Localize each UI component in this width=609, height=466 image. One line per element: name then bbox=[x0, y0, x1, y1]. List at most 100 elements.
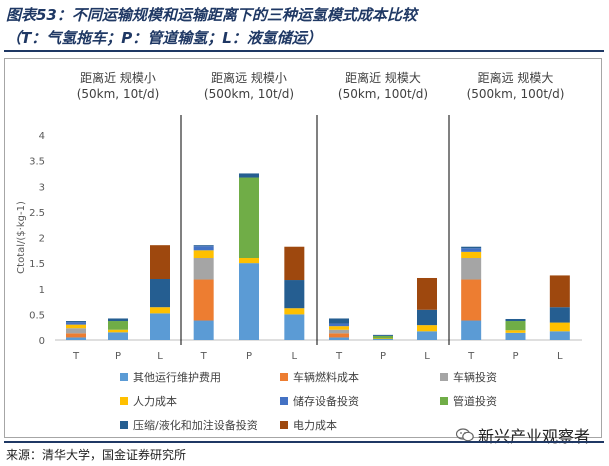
bar-segment bbox=[549, 331, 570, 340]
bar-segment bbox=[150, 245, 170, 280]
bar-segment bbox=[505, 332, 526, 340]
bar-segment bbox=[329, 326, 349, 330]
panel-subtitle: (50km, 100t/d) bbox=[338, 87, 428, 101]
x-tick-label: P bbox=[246, 351, 252, 362]
legend-swatch bbox=[280, 421, 288, 429]
watermark: 新兴产业观察者 bbox=[456, 423, 590, 447]
y-tick-label: 3.5 bbox=[29, 157, 45, 168]
bar-segment bbox=[193, 279, 214, 321]
bar-segment bbox=[373, 335, 393, 339]
legend-label: 储存设备投资 bbox=[293, 394, 359, 408]
bar-segment bbox=[108, 318, 128, 322]
bar-segment bbox=[329, 318, 349, 324]
panel-title: 距离远 规模小 bbox=[211, 70, 287, 85]
bar-segment bbox=[193, 246, 214, 251]
bar-segment bbox=[373, 338, 393, 340]
y-tick-label: 3 bbox=[39, 182, 45, 193]
legend-swatch bbox=[120, 373, 128, 381]
footer-rule bbox=[4, 441, 604, 443]
x-tick-label: P bbox=[380, 351, 386, 362]
bar-segment bbox=[66, 324, 86, 329]
bar-segment bbox=[66, 328, 86, 334]
y-axis-label: Ctotal/($·kg-1) bbox=[16, 201, 27, 274]
legend-label: 压缩/液化和加注设备投资 bbox=[133, 418, 258, 432]
y-tick-label: 4 bbox=[39, 131, 45, 142]
x-tick-label: P bbox=[512, 351, 518, 362]
legend-swatch bbox=[120, 421, 128, 429]
bar-segment bbox=[461, 248, 482, 252]
legend-swatch bbox=[440, 373, 448, 381]
panel-title: 距离近 规模小 bbox=[80, 70, 156, 85]
bar-segment bbox=[549, 322, 570, 332]
bar-segment bbox=[417, 309, 437, 326]
panel-subtitle: (500km, 100t/d) bbox=[467, 87, 565, 101]
bar-segment bbox=[150, 307, 170, 314]
x-tick-label: T bbox=[467, 351, 475, 362]
chart-title: 图表53：不同运输规模和运输距离下的三种运氢模式成本比较 bbox=[6, 6, 417, 24]
bar-segment bbox=[461, 279, 482, 321]
bar-segment bbox=[549, 275, 570, 308]
bar-segment bbox=[66, 333, 86, 338]
bar-segment bbox=[373, 338, 393, 339]
y-tick-label: 0 bbox=[39, 336, 45, 347]
chart-subtitle: （T：气氢拖车；P：管道输氢；L：液氢储运） bbox=[6, 29, 322, 47]
header-rule bbox=[4, 50, 604, 52]
y-tick-label: 1.5 bbox=[29, 259, 45, 270]
bar-segment bbox=[193, 258, 214, 280]
bar-segment bbox=[239, 258, 259, 264]
y-tick-label: 2 bbox=[39, 234, 45, 245]
x-tick-label: T bbox=[200, 351, 208, 362]
bar-segment bbox=[461, 320, 482, 340]
legend-swatch bbox=[280, 373, 288, 381]
bar-segment bbox=[239, 173, 259, 178]
bar-segment bbox=[461, 258, 482, 280]
legend-swatch bbox=[440, 397, 448, 405]
x-tick-label: T bbox=[72, 351, 80, 362]
y-tick-label: 2.5 bbox=[29, 208, 45, 219]
bar-segment bbox=[284, 308, 305, 315]
x-tick-label: P bbox=[115, 351, 121, 362]
bar-segment bbox=[193, 245, 214, 247]
x-tick-label: L bbox=[292, 351, 298, 362]
bar-segment bbox=[461, 246, 482, 249]
bar-segment bbox=[150, 313, 170, 340]
legend-label: 车辆投资 bbox=[453, 370, 497, 384]
bar-segment bbox=[66, 321, 86, 323]
bar-segment bbox=[108, 329, 128, 333]
legend-label: 管道投资 bbox=[453, 394, 497, 408]
x-tick-label: T bbox=[335, 351, 343, 362]
bar-segment bbox=[417, 331, 437, 340]
bar-segment bbox=[193, 250, 214, 258]
bar-segment bbox=[193, 320, 214, 340]
bar-segment bbox=[329, 329, 349, 334]
bar-segment bbox=[66, 337, 86, 340]
panel-subtitle: (50km, 10t/d) bbox=[77, 87, 160, 101]
bar-segment bbox=[417, 325, 437, 332]
source-note: 来源：清华大学，国金证券研究所 bbox=[6, 448, 187, 462]
bar-segment bbox=[505, 330, 526, 333]
bar-segment bbox=[239, 177, 259, 258]
wechat-icon bbox=[456, 428, 474, 442]
legend-swatch bbox=[120, 397, 128, 405]
bar-segment bbox=[461, 251, 482, 258]
legend-swatch bbox=[280, 397, 288, 405]
x-tick-label: L bbox=[157, 351, 163, 362]
bar-segment bbox=[284, 314, 305, 340]
chart-frame bbox=[4, 58, 602, 438]
panel-title: 距离近 规模大 bbox=[345, 70, 421, 85]
bar-segment bbox=[505, 318, 526, 322]
legend-label: 其他运行维护费用 bbox=[133, 370, 221, 384]
legend-label: 人力成本 bbox=[133, 394, 177, 408]
bar-segment bbox=[284, 280, 305, 309]
legend-label: 电力成本 bbox=[293, 418, 337, 432]
bar-segment bbox=[329, 323, 349, 327]
bar-segment bbox=[108, 321, 128, 330]
x-tick-label: L bbox=[557, 351, 563, 362]
bar-segment bbox=[108, 332, 128, 340]
bar-segment bbox=[66, 322, 86, 325]
bar-segment bbox=[505, 321, 526, 331]
x-tick-label: L bbox=[424, 351, 430, 362]
bar-segment bbox=[417, 277, 437, 310]
bar-segment bbox=[150, 279, 170, 308]
